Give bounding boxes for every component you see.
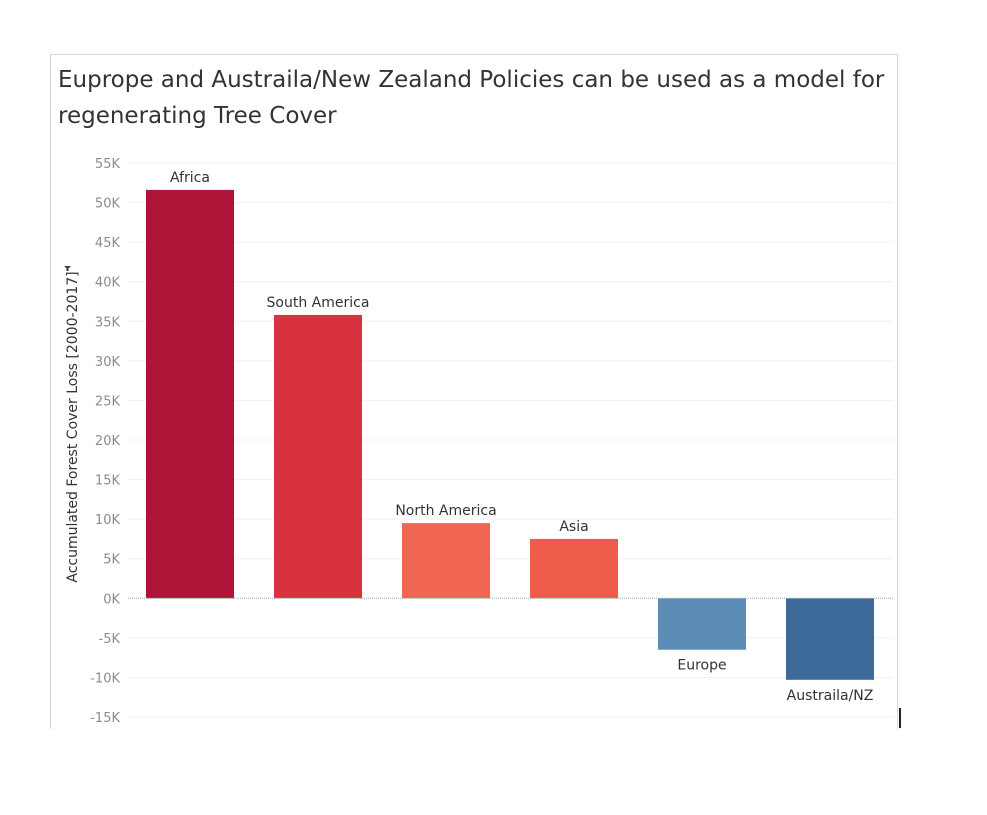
text-cursor — [899, 708, 901, 728]
bar-asia[interactable] — [530, 538, 618, 599]
y-tick-label: -10K — [90, 671, 120, 686]
y-axis-ticks: 55K 50K 45K 40K 35K 30K 25K 20K 15K 10K 5K 0K -5K -10… — [90, 157, 120, 726]
y-tick-label: 10K — [95, 513, 121, 528]
bar-south-america[interactable] — [274, 314, 362, 599]
bars — [146, 189, 874, 680]
bar-north-america[interactable] — [402, 523, 490, 599]
y-tick-label: -5K — [99, 632, 121, 647]
bar-europe[interactable] — [658, 598, 746, 650]
y-axis-title: Accumulated Forest Cover Loss [2000-2017… — [65, 271, 81, 582]
y-tick-label: 0K — [103, 592, 120, 607]
filter-icon — [64, 266, 71, 271]
bar-label: Asia — [559, 519, 588, 535]
y-tick-label: 20K — [95, 434, 121, 449]
y-tick-label: 40K — [95, 276, 121, 291]
bar-label: Africa — [170, 170, 210, 186]
chart-title: Euprope and Austraila/New Zealand Polici… — [58, 67, 885, 129]
y-tick-label: 15K — [95, 474, 121, 489]
y-tick-label: 5K — [103, 553, 120, 568]
bar-labels: Africa South America North America Asia Euro… — [170, 170, 873, 704]
bar-label: Austraila/NZ — [787, 688, 874, 704]
y-tick-label: 35K — [95, 315, 121, 330]
y-tick-label: 50K — [95, 197, 121, 212]
bar-label: Europe — [677, 658, 726, 674]
bar-label: South America — [267, 295, 370, 311]
y-tick-label: -15K — [90, 711, 120, 726]
y-tick-label: 25K — [95, 394, 121, 409]
bar-austraila-nz[interactable] — [786, 598, 874, 680]
y-tick-label: 45K — [95, 236, 121, 251]
gridlines — [128, 162, 893, 718]
bar-label: North America — [395, 503, 496, 519]
y-tick-label: 55K — [95, 157, 121, 172]
bar-africa[interactable] — [146, 189, 234, 599]
y-tick-label: 30K — [95, 355, 121, 370]
